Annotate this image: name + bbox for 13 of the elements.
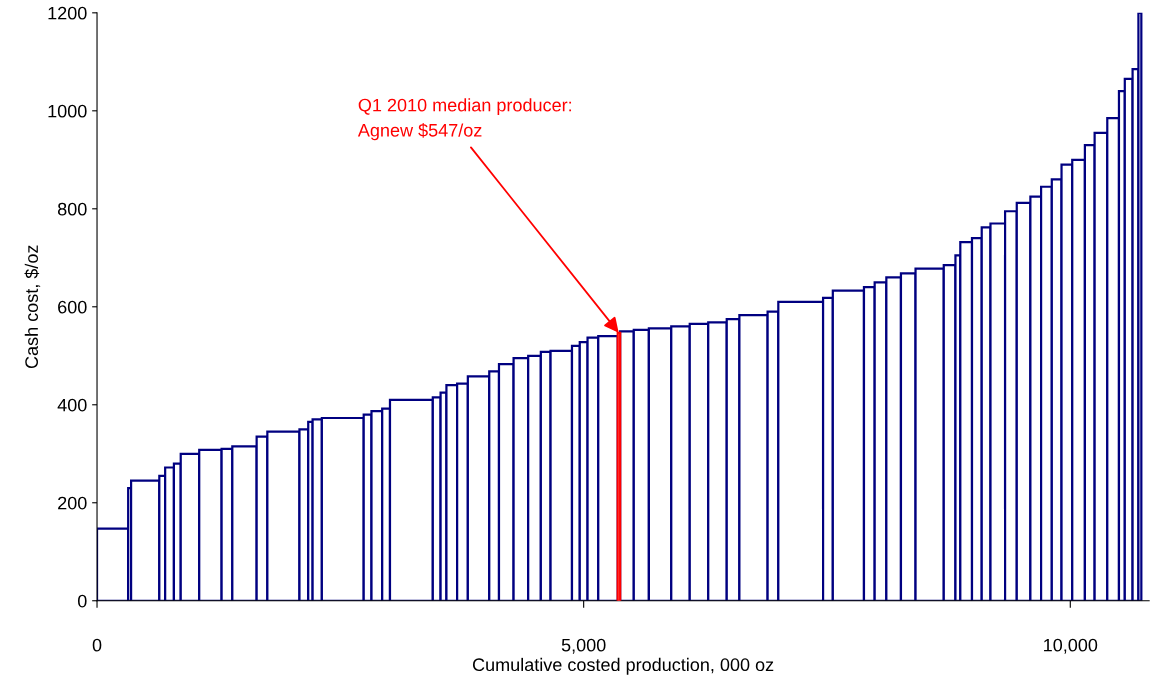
y-tick-label: 800 bbox=[57, 202, 87, 216]
y-tick-label: 1000 bbox=[48, 104, 87, 118]
y-axis-title: Cash cost, $/oz bbox=[24, 245, 41, 369]
x-axis-title: Cumulative costed production, 000 oz bbox=[472, 657, 774, 675]
y-tick-label: 1200 bbox=[48, 6, 87, 20]
y-tick-label: 600 bbox=[58, 300, 87, 314]
y-tick-label: 200 bbox=[58, 496, 87, 510]
x-tick-label: 0 bbox=[92, 638, 102, 652]
annotation: Q1 2010 median producer: Agnew $547/oz bbox=[357, 98, 572, 141]
y-tick-label: 0 bbox=[77, 594, 87, 608]
y-tick-label: 400 bbox=[57, 398, 87, 412]
x-tick-label: 10,000 bbox=[1044, 638, 1098, 654]
x-tick-label: 5,000 bbox=[561, 638, 606, 654]
